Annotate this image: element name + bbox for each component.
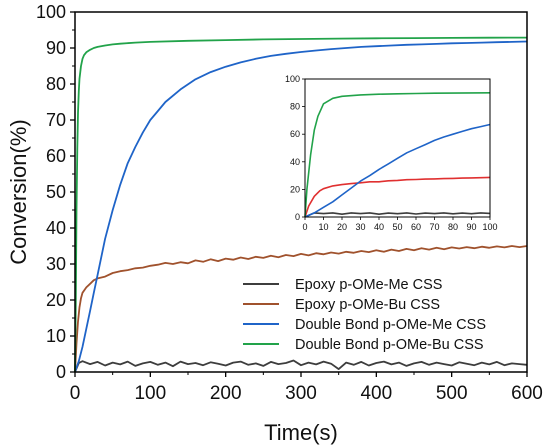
y-tick-label: 60 [46, 146, 66, 166]
inset-y-tick-label: 100 [285, 74, 300, 84]
x-tick-label: 500 [436, 383, 468, 404]
inset-y-tick-label: 20 [290, 184, 300, 194]
series-line-4 [74, 36, 528, 373]
y-tick-label: 100 [36, 2, 66, 22]
inset-y-tick-label: 0 [295, 212, 300, 222]
inset-x-tick-label: 40 [374, 222, 384, 232]
y-tick-label: 50 [46, 182, 66, 202]
y-tick-label: 20 [46, 290, 66, 310]
inset-x-tick-label: 50 [392, 222, 402, 232]
inset-series-line-2 [304, 176, 491, 218]
legend-label-2: Epoxy p-OMe-Bu CSS [295, 297, 440, 313]
y-tick-label: 40 [46, 218, 66, 238]
y-tick-label: 90 [46, 38, 66, 58]
series-line-2 [74, 245, 528, 373]
inset-series-line-4 [304, 92, 491, 218]
x-tick-label: 100 [134, 383, 166, 404]
y-axis-title: Conversion(%) [6, 119, 31, 265]
x-tick-label: 300 [285, 383, 317, 404]
x-tick-label: 200 [210, 383, 242, 404]
legend-label-1: Epoxy p-OMe-Me CSS [295, 277, 442, 293]
inset-background [305, 79, 490, 217]
y-tick-label: 80 [46, 74, 66, 94]
x-tick-label: 400 [360, 383, 392, 404]
y-tick-label: 30 [46, 254, 66, 274]
x-axis-title: Time(s) [264, 420, 338, 445]
inset-x-tick-label: 30 [355, 222, 365, 232]
series-line-1 [74, 359, 528, 373]
inset-series-line-3 [304, 123, 491, 218]
inset-x-tick-label: 20 [337, 222, 347, 232]
inset-x-tick-label: 70 [429, 222, 439, 232]
inset-x-tick-label: 80 [448, 222, 458, 232]
series-line-3 [74, 40, 528, 373]
inset-x-tick-label: 90 [466, 222, 476, 232]
legend-label-4: Double Bond p-OMe-Bu CSS [295, 337, 484, 353]
x-tick-label: 600 [511, 383, 543, 404]
inset-x-tick-label: 60 [411, 222, 421, 232]
inset-y-tick-label: 40 [290, 157, 300, 167]
inset-series-line-1 [304, 212, 491, 218]
y-tick-label: 0 [56, 362, 66, 382]
inset-y-tick-label: 80 [290, 102, 300, 112]
y-tick-label: 70 [46, 110, 66, 130]
legend-label-3: Double Bond p-OMe-Me CSS [295, 317, 486, 333]
inset-y-tick-label: 60 [290, 129, 300, 139]
x-tick-label: 0 [70, 383, 81, 404]
inset-x-tick-label: 100 [482, 222, 497, 232]
y-tick-label: 10 [46, 326, 66, 346]
inset-x-tick-label: 0 [302, 222, 307, 232]
inset-x-tick-label: 10 [318, 222, 328, 232]
